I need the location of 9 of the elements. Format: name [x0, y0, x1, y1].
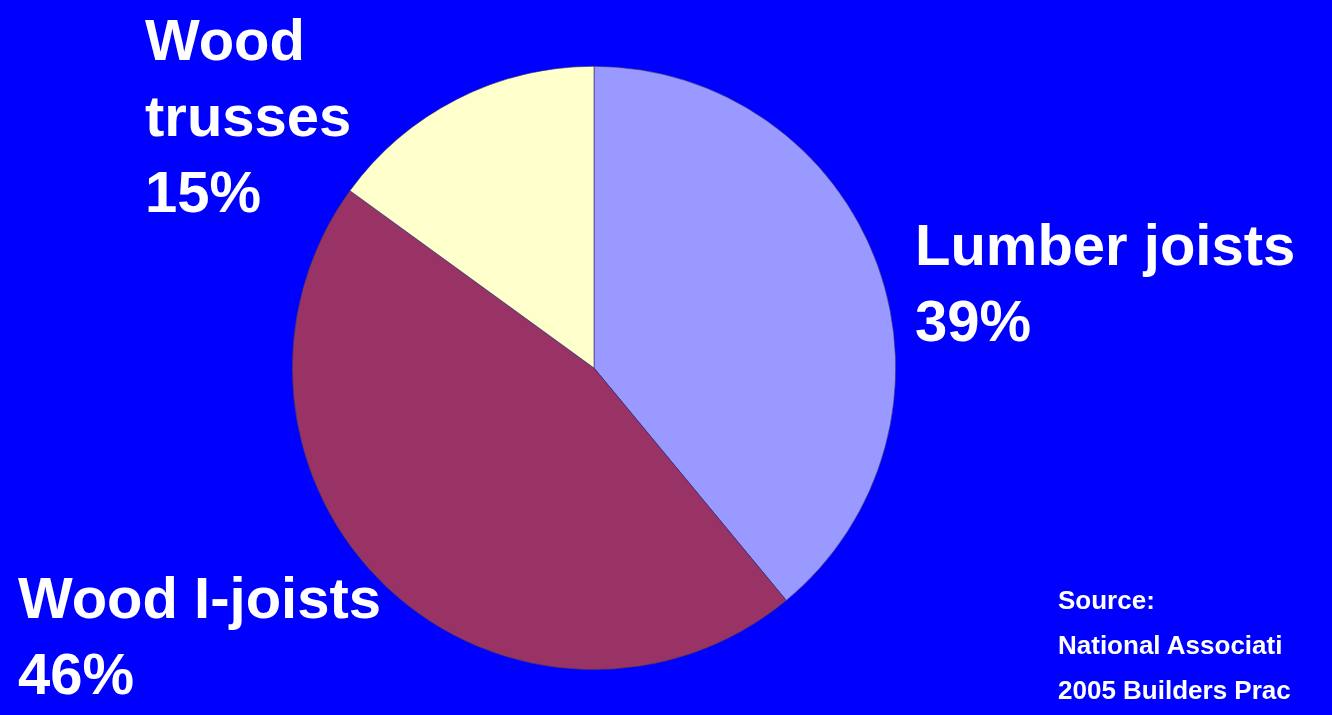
data-label: 15%	[145, 159, 262, 224]
source-note: Source:	[1058, 584, 1156, 617]
text: 2005 Builders Prac	[1058, 674, 1291, 707]
slice-label: Lumber joists	[915, 212, 1296, 277]
slice-label: Wood trusses	[145, 7, 352, 148]
data-label: 39%	[915, 288, 1032, 353]
slice-label: Wood I-joists	[18, 565, 382, 630]
data-label: 46%	[18, 641, 135, 706]
text: National Associati	[1058, 629, 1284, 662]
